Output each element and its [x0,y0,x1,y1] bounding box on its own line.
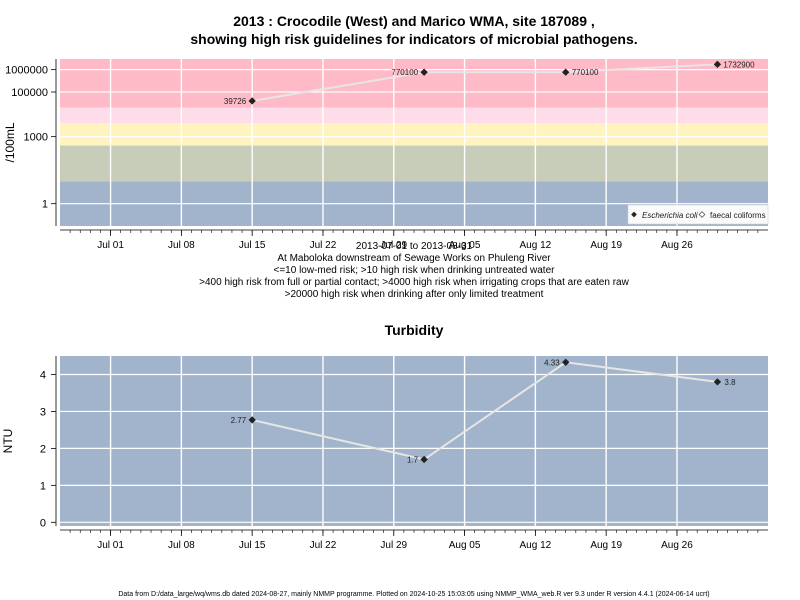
x-caption-line: <=10 low-med risk; >10 high risk when dr… [274,265,556,276]
legend-box [627,204,769,225]
turbidity-data-label: 2.77 [231,416,247,425]
x-caption-line: 2013-07-01 to 2013-08-31 [356,241,473,252]
x-tick-label: Jul 22 [310,240,337,251]
plot-background [60,356,768,526]
turbidity-series-line [251,361,718,461]
x-caption-line: >20000 high risk when drinking after onl… [285,289,544,300]
x-caption-line: >400 high risk from full or partial cont… [199,277,629,288]
x-tick-label: Aug 26 [661,540,693,551]
y-tick-label: 1 [42,199,48,211]
x-tick-label: Aug 05 [449,540,481,551]
ecoli-point [562,68,570,76]
y-tick-label: 0 [40,517,46,529]
x-tick-label: Aug 12 [520,540,552,551]
turbidity-point [248,416,256,424]
legend: Escherichia coli faecal coliforms [627,204,769,225]
chart-title: 2013 : Crocodile (West) and Marico WMA, … [233,13,595,29]
x-tick-label: Jul 01 [97,540,124,551]
x-tick-label: Jul 08 [168,240,195,251]
turbidity-point [420,455,428,464]
x-tick-label: Jul 15 [239,240,266,251]
x-tick-label: Aug 26 [661,240,693,251]
turbidity-title: Turbidity [385,322,444,338]
ecoli-point [248,97,256,105]
turbidity-plot: Jul 01 Jul 08 Jul 15 Jul 22 Jul 29 Aug 05 Aug … [1,356,768,551]
ecoli-data-label: 39726 [224,97,247,106]
turbidity-data-label: 1.7 [407,455,419,464]
risk-band [60,145,768,182]
microbial-plot: Jul 01 Jul 08 Jul 15 Jul 22 Jul 29 Aug 05 Aug … [3,59,769,251]
turbidity-point [562,358,570,366]
ecoli-data-label: 1732900 [723,60,755,69]
footer-note: Data from D:/data_large/wq/wms.db dated … [118,591,709,598]
turbidity-data-label: 3.8 [724,378,736,387]
x-tick-label: Aug 19 [590,240,622,251]
risk-band [60,123,768,146]
x-tick-label: Aug 19 [590,540,622,551]
y-axis-label: /100mL [3,122,17,162]
ecoli-point [713,60,722,69]
risk-band [60,107,768,124]
x-tick-label: Aug 12 [520,240,552,251]
y-axis-label: NTU [1,429,15,454]
y-tick-label: 4 [40,369,46,381]
y-tick-label: 2 [40,443,46,455]
x-tick-label: Jul 22 [310,540,337,551]
x-tick-label: Jul 08 [168,540,195,551]
legend-marker-ecoli [631,211,637,218]
y-tick-label: 1 [40,480,46,492]
legend-label-faecal: faecal coliforms [710,211,766,220]
y-tick-label: 100000 [11,87,48,99]
y-tick-label: 1000 [24,132,48,144]
x-tick-label: Aug 05 [449,240,481,251]
legend-marker-faecal [698,211,706,218]
x-tick-label: Jul 15 [239,540,266,551]
chart-title-line-2: showing high risk guidelines for indicat… [190,31,637,47]
legend-label-ecoli: Escherichia coli [642,211,698,220]
y-tick-label: 1000000 [5,65,48,77]
x-tick-label: Jul 01 [97,240,124,251]
ecoli-data-label: 770100 [391,68,418,77]
turbidity-data-label: 4.33 [544,358,560,367]
ecoli-series-line [252,63,718,102]
ecoli-point [420,68,428,76]
y-tick-label: 3 [40,406,46,418]
x-tick-label: Jul 29 [380,540,407,551]
ecoli-data-label: 770100 [572,68,599,77]
x-caption-line: At Maboloka downstream of Sewage Works o… [277,253,551,264]
x-tick-label: Jul 29 [380,240,407,251]
turbidity-point [713,378,722,386]
